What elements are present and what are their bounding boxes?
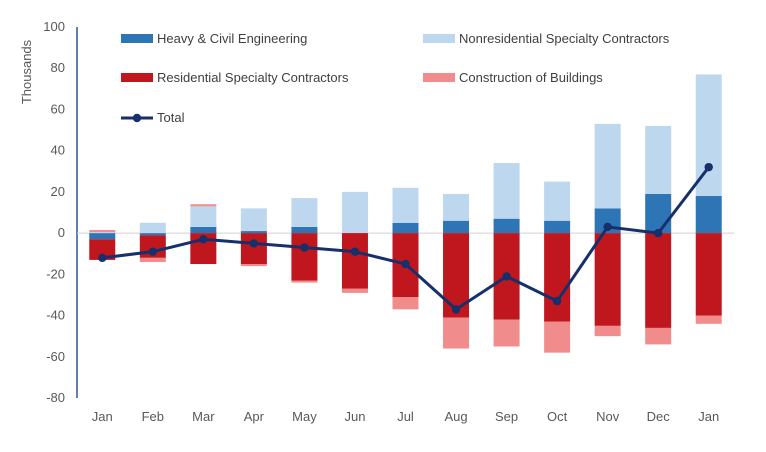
y-tick-label: -20 — [46, 266, 65, 281]
legend-swatch-4 — [423, 73, 455, 82]
x-tick-label: Mar — [192, 409, 215, 424]
tick-labels-layer: -80 -60 -40 -20 0 20 40 60 80 100 Jan Feb Mar Apr May J… — [43, 19, 719, 424]
legend: Heavy & Civil Engineering Nonresidential … — [121, 31, 670, 125]
x-tick-label: Apr — [244, 409, 265, 424]
y-tick-label: -40 — [46, 308, 65, 323]
x-tick-label: Feb — [142, 409, 164, 424]
bar-4-7 — [392, 297, 419, 310]
bar-3-13 — [695, 233, 722, 316]
bar-2-11 — [594, 123, 621, 209]
bar-1-3 — [190, 226, 217, 234]
total-point-3 — [199, 235, 208, 244]
bar-3-11 — [594, 233, 621, 326]
bar-1-5 — [291, 226, 318, 234]
bar-4-11 — [594, 325, 621, 337]
bar-4-2 — [139, 257, 166, 262]
total-point-10 — [552, 296, 562, 306]
bar-4-8 — [443, 317, 470, 349]
bar-4-10 — [544, 321, 571, 353]
y-tick-label: 20 — [51, 184, 65, 199]
total-point-5 — [300, 243, 309, 252]
bar-2-2 — [139, 222, 166, 234]
total-line-layer — [98, 162, 713, 314]
x-tick-label: Jun — [344, 409, 365, 424]
y-tick-label: -80 — [46, 390, 65, 405]
bar-2-5 — [291, 198, 318, 227]
x-tick-label: May — [292, 409, 317, 424]
total-point-1 — [98, 253, 107, 263]
legend-swatch-2 — [423, 34, 455, 43]
total-point-7 — [401, 259, 410, 269]
y-tick-label: 0 — [58, 225, 65, 240]
bar-2-6 — [341, 191, 368, 234]
bar-1-8 — [443, 220, 470, 234]
bar-2-3 — [190, 206, 217, 227]
total-point-6 — [350, 247, 360, 256]
bar-3-1 — [89, 239, 116, 260]
bar-4-5 — [291, 280, 318, 283]
bar-2-1 — [89, 232, 116, 234]
legend-label-1: Heavy & Civil Engineering — [157, 31, 307, 46]
legend-label-total: Total — [157, 110, 185, 125]
bar-4-12 — [645, 327, 672, 345]
bar-2-12 — [645, 125, 672, 194]
total-point-12 — [653, 228, 663, 238]
legend-swatch-1 — [121, 34, 153, 43]
total-point-2 — [148, 247, 158, 256]
bar-1-12 — [645, 193, 672, 234]
bar-4-13 — [695, 315, 722, 324]
bar-2-9 — [493, 163, 520, 219]
bar-4-4 — [240, 264, 267, 267]
legend-label-4: Construction of Buildings — [459, 70, 603, 85]
total-point-4 — [249, 239, 259, 248]
bar-3-12 — [645, 233, 672, 328]
bar-2-10 — [544, 181, 571, 221]
y-tick-label: 100 — [43, 19, 65, 34]
bar-3-10 — [544, 233, 571, 322]
x-tick-label: Jan — [698, 409, 719, 424]
y-tick-label: 40 — [51, 143, 65, 158]
x-tick-label: Nov — [596, 409, 620, 424]
legend-label-3: Residential Specialty Contractors — [157, 70, 349, 85]
bar-1-1 — [89, 233, 116, 240]
total-point-11 — [603, 222, 612, 232]
x-tick-label: Oct — [547, 409, 568, 424]
x-tick-label: Jul — [397, 409, 414, 424]
legend-total-marker — [132, 113, 142, 123]
x-tick-label: Sep — [495, 409, 518, 424]
y-axis-label: Thousands — [19, 39, 34, 104]
bar-1-10 — [544, 220, 571, 234]
x-tick-label: Aug — [444, 409, 467, 424]
bar-3-5 — [291, 233, 318, 281]
y-tick-label: 80 — [51, 60, 65, 75]
bar-3-6 — [341, 233, 368, 289]
bar-2-13 — [695, 74, 722, 197]
total-point-9 — [502, 272, 511, 281]
bar-4-3 — [190, 204, 217, 207]
y-tick-label: 60 — [51, 101, 65, 116]
bar-1-13 — [695, 196, 722, 234]
bar-3-4 — [240, 233, 267, 265]
bar-1-9 — [493, 218, 520, 234]
bar-1-4 — [240, 231, 267, 234]
bar-4-1 — [89, 230, 116, 233]
bar-2-7 — [392, 187, 419, 223]
bar-1-2 — [139, 233, 166, 236]
total-point-13 — [704, 162, 713, 172]
bar-2-8 — [443, 193, 470, 221]
bar-4-9 — [493, 319, 520, 347]
legend-swatch-3 — [121, 73, 153, 82]
x-tick-label: Dec — [647, 409, 671, 424]
total-point-8 — [451, 305, 461, 314]
bar-2-4 — [240, 208, 267, 232]
legend-label-2: Nonresidential Specialty Contractors — [459, 31, 670, 46]
bar-4-6 — [341, 288, 368, 293]
bar-1-7 — [392, 222, 419, 234]
y-tick-label: -60 — [46, 349, 65, 364]
x-tick-label: Jan — [92, 409, 113, 424]
